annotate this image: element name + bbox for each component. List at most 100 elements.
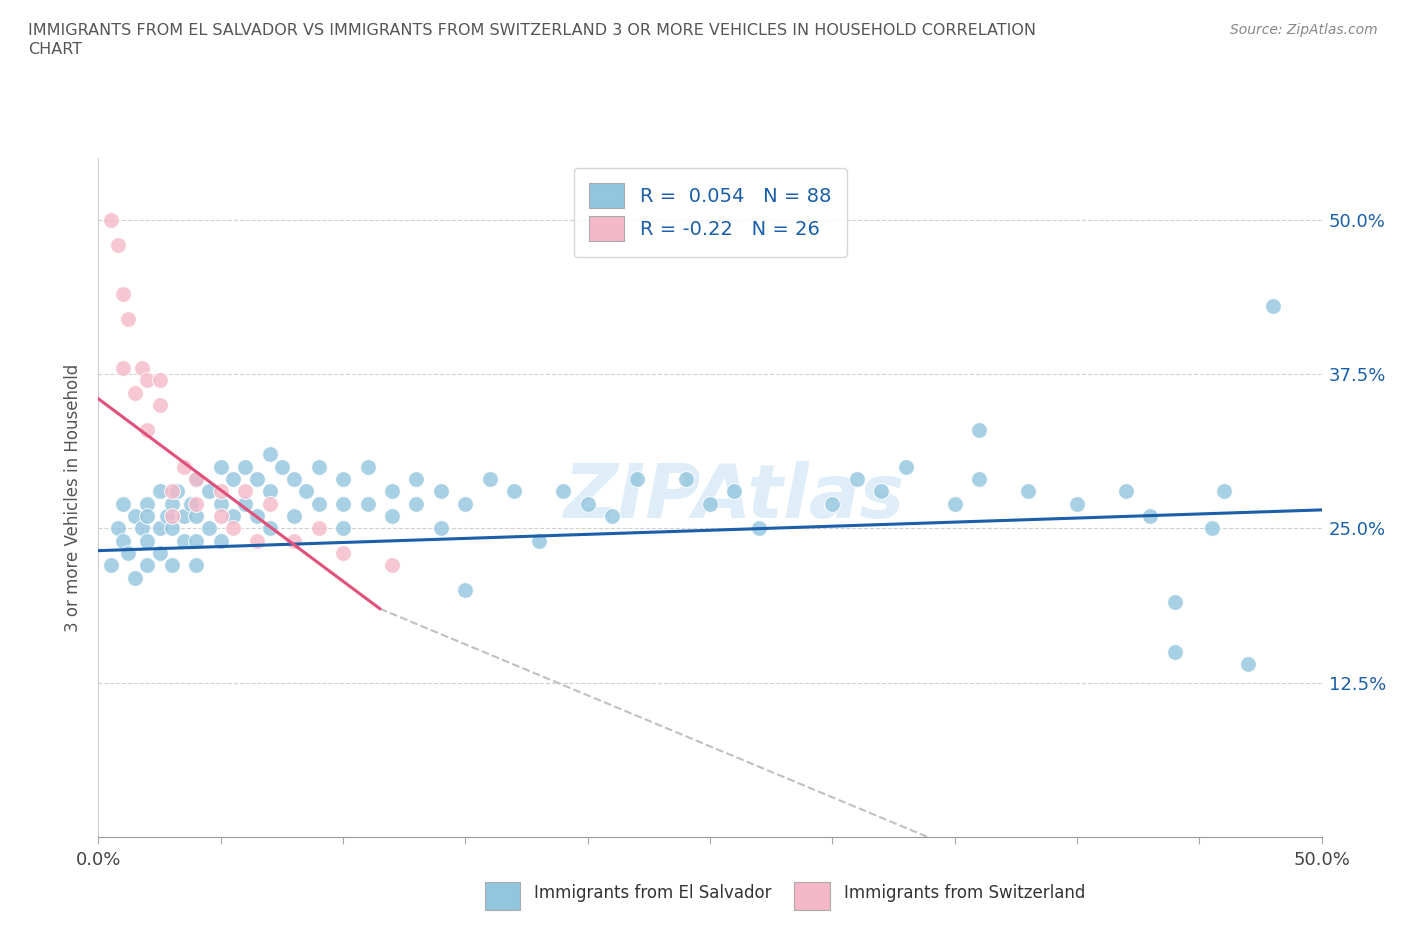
Point [259, 497, 281, 512]
Point [149, 484, 172, 498]
Point [283, 472, 305, 486]
Point [1201, 521, 1223, 536]
Point [222, 521, 245, 536]
Point [107, 237, 129, 252]
Point [209, 533, 232, 548]
Point [136, 422, 159, 437]
Point [430, 484, 453, 498]
Point [675, 472, 697, 486]
Point [149, 546, 172, 561]
Point [222, 509, 245, 524]
Point [1066, 497, 1088, 512]
Point [454, 497, 477, 512]
Point [222, 472, 245, 486]
Point [894, 459, 917, 474]
Point [259, 484, 281, 498]
Point [527, 533, 550, 548]
Point [186, 558, 208, 573]
Point [246, 533, 269, 548]
Point [149, 397, 172, 412]
Point [967, 472, 990, 486]
Point [124, 509, 146, 524]
Point [233, 484, 256, 498]
Point [270, 459, 294, 474]
Text: CHART: CHART [28, 42, 82, 57]
Point [430, 521, 453, 536]
Point [117, 312, 139, 326]
Point [503, 484, 526, 498]
Point [283, 533, 305, 548]
Point [1017, 484, 1039, 498]
Point [209, 484, 232, 498]
Point [332, 472, 354, 486]
Point [111, 286, 134, 301]
Point [107, 521, 129, 536]
Point [186, 509, 208, 524]
Point [131, 361, 153, 376]
Point [626, 472, 648, 486]
Point [149, 521, 172, 536]
Point [100, 212, 122, 227]
Point [111, 533, 134, 548]
Point [259, 447, 281, 462]
Point [131, 521, 153, 536]
Point [166, 484, 188, 498]
Point [723, 484, 745, 498]
Point [160, 497, 183, 512]
Point [173, 533, 195, 548]
Point [124, 570, 146, 585]
Point [821, 497, 844, 512]
Point [332, 497, 354, 512]
Point [1164, 595, 1187, 610]
Point [1261, 299, 1284, 313]
Point [160, 484, 183, 498]
Point [283, 509, 305, 524]
Point [576, 497, 599, 512]
Point [870, 484, 893, 498]
Text: Immigrants from El Salvador: Immigrants from El Salvador [534, 884, 772, 902]
Point [332, 546, 354, 561]
Point [553, 484, 575, 498]
Point [136, 497, 159, 512]
Point [160, 558, 183, 573]
Point [124, 385, 146, 400]
Point [381, 484, 404, 498]
Point [405, 472, 427, 486]
Point [180, 497, 202, 512]
Point [156, 509, 179, 524]
Point [356, 459, 378, 474]
Point [943, 497, 966, 512]
Point [100, 558, 122, 573]
Point [259, 521, 281, 536]
Point [699, 497, 721, 512]
Point [209, 459, 232, 474]
Point [186, 497, 208, 512]
Point [295, 484, 318, 498]
Point [209, 497, 232, 512]
Point [1164, 644, 1187, 659]
Point [117, 546, 139, 561]
Point [173, 459, 195, 474]
Point [186, 533, 208, 548]
Point [136, 509, 159, 524]
Text: IMMIGRANTS FROM EL SALVADOR VS IMMIGRANTS FROM SWITZERLAND 3 OR MORE VEHICLES IN: IMMIGRANTS FROM EL SALVADOR VS IMMIGRANT… [28, 23, 1036, 38]
Point [160, 509, 183, 524]
Point [136, 558, 159, 573]
Point [1212, 484, 1234, 498]
Point [111, 497, 134, 512]
Point [136, 533, 159, 548]
Point [381, 558, 404, 573]
Text: ZIPAtlas: ZIPAtlas [564, 461, 905, 534]
Point [233, 497, 256, 512]
Point [845, 472, 868, 486]
Point [233, 459, 256, 474]
Point [246, 509, 269, 524]
Point [967, 422, 990, 437]
Point [173, 509, 195, 524]
Point [381, 509, 404, 524]
Point [748, 521, 770, 536]
Point [197, 484, 219, 498]
Point [1139, 509, 1161, 524]
Point [160, 521, 183, 536]
Point [600, 509, 623, 524]
